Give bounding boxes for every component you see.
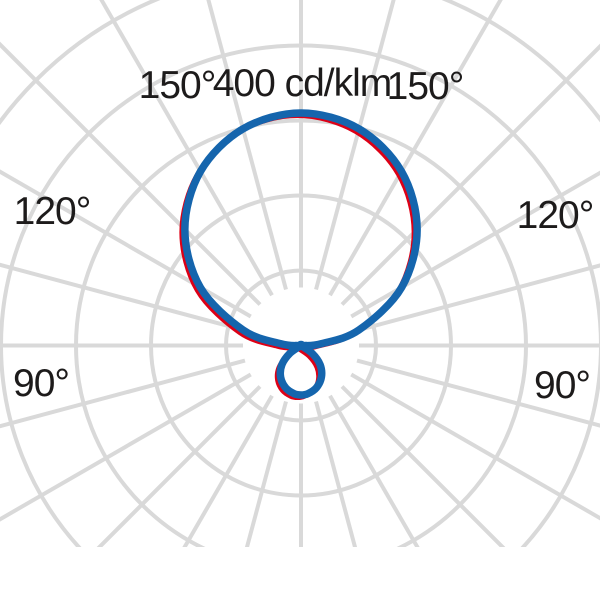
angle-label-90-right: 90° [534,364,591,407]
intensity-curves [179,109,421,400]
angle-label-150-left: 150° [138,64,217,107]
angle-label-90-left: 90° [13,362,70,405]
angle-label-120-left: 120° [13,190,92,233]
curve-primary-plane [181,109,421,399]
curve-secondary-plane [179,114,416,400]
angle-label-120-right: 120° [516,194,595,237]
angle-label-150-right: 150° [386,65,465,108]
radial-value-label: 400 cd/klm [212,62,393,105]
curve-primary-plane-lower-loop [276,340,326,399]
